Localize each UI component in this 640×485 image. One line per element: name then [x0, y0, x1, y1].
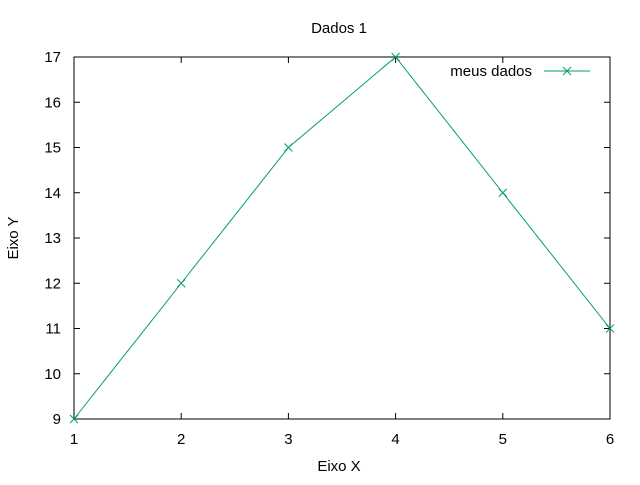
y-tick-label: 13: [44, 230, 61, 247]
y-tick-label: 17: [44, 49, 61, 66]
x-tick-label: 5: [499, 431, 507, 448]
x-tick-label: 1: [70, 431, 78, 448]
x-tick-label: 3: [284, 431, 292, 448]
x-axis: 1 2 3 4 5 6: [70, 57, 614, 448]
legend-label: meus dados: [450, 63, 532, 80]
data-point: [605, 324, 615, 333]
y-axis: 9 10 11 12 13 14 15 16 17: [44, 49, 610, 428]
data-point: [176, 278, 186, 288]
y-tick-label: 12: [44, 275, 61, 292]
chart-title: Dados 1: [311, 20, 367, 37]
y-tick-label: 10: [44, 366, 61, 383]
data-point: [391, 52, 400, 62]
series-line: [73, 56, 611, 420]
x-tick-label: 2: [177, 431, 185, 448]
x-axis-label: Eixo X: [317, 458, 360, 475]
data-point: [498, 188, 508, 198]
x-tick-label: 4: [391, 431, 399, 448]
y-tick-label: 9: [53, 411, 61, 428]
legend-marker-icon: [562, 66, 572, 76]
y-tick-label: 16: [44, 94, 61, 111]
x-tick-label: 6: [606, 431, 614, 448]
y-tick-label: 15: [44, 140, 61, 157]
y-axis-label: Eixo Y: [5, 216, 22, 259]
series-layer: [69, 52, 615, 424]
y-tick-label: 11: [45, 321, 61, 338]
legend: meus dados: [450, 63, 590, 80]
data-point: [69, 414, 79, 424]
y-tick-label: 14: [44, 185, 61, 202]
data-point: [284, 143, 293, 152]
